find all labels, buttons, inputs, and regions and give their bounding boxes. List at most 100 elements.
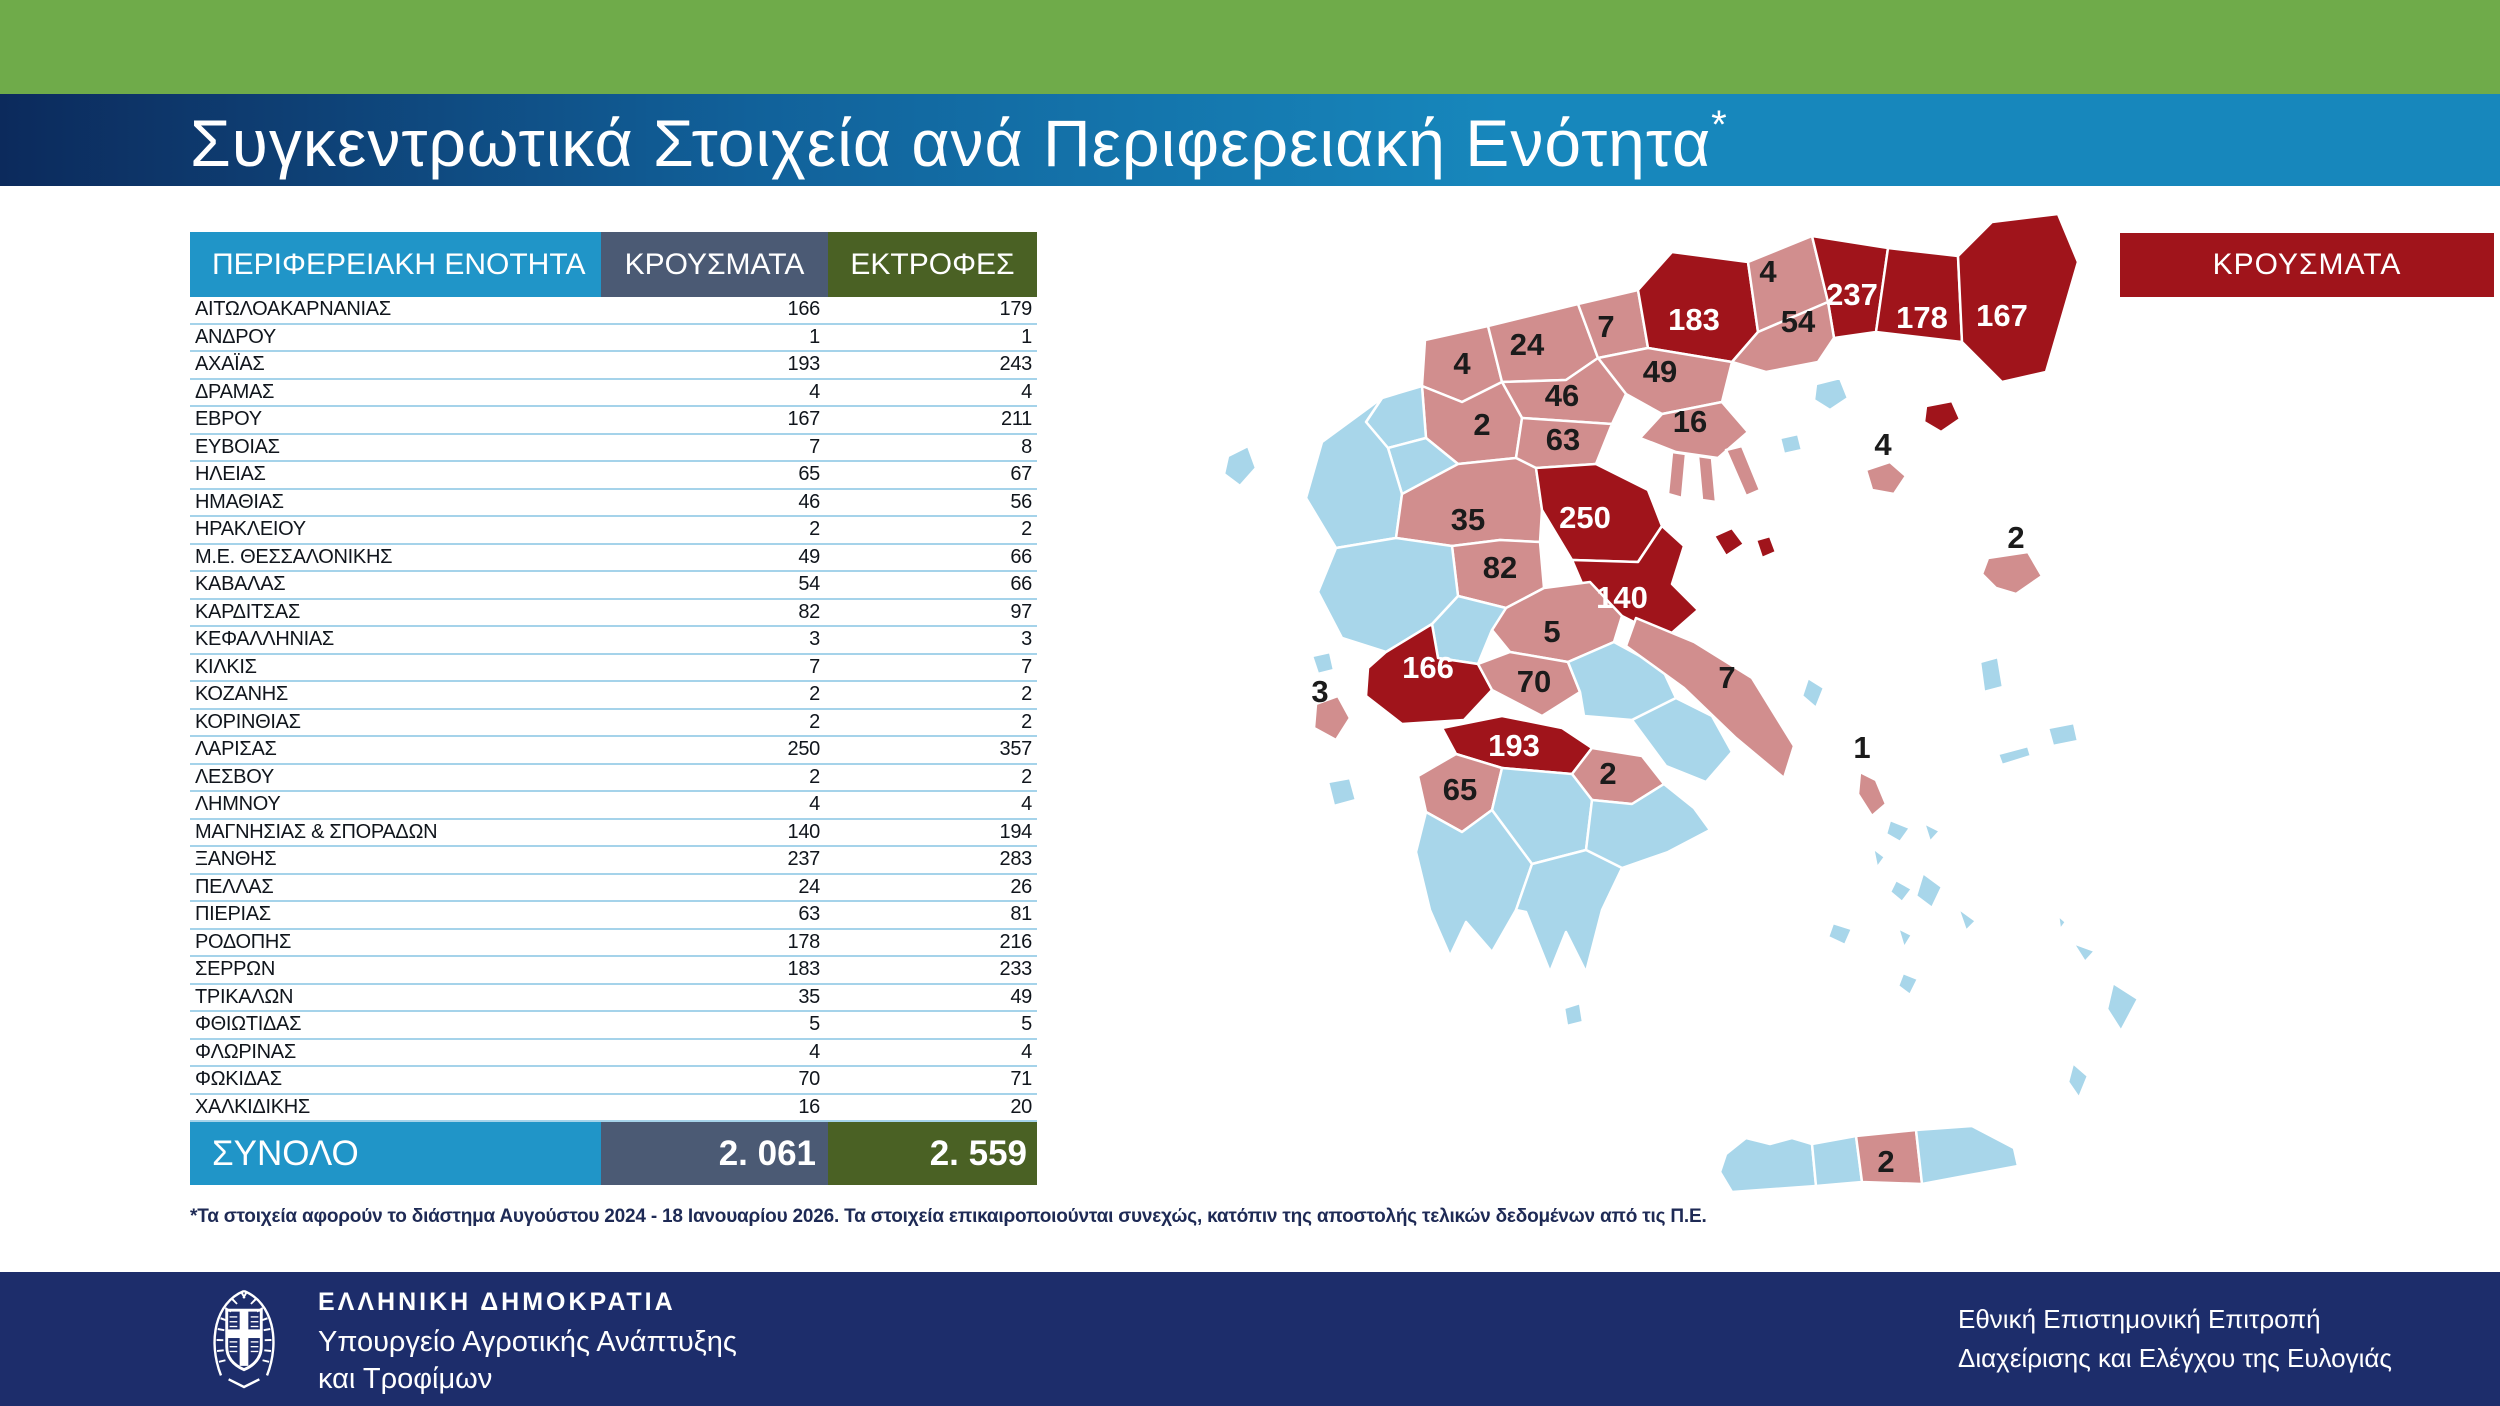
table-row: ΑΧΑΪΑΣ 193 243 (190, 352, 1037, 380)
map-value-kavalas: 54 (1781, 304, 1816, 339)
island-syros (1871, 846, 1887, 870)
table-total-row: ΣΥΝΟΛΟ 2. 061 2. 559 (190, 1122, 1037, 1185)
map-value-lesvou: 2 (2007, 520, 2024, 555)
table-body: ΑΙΤΩΛΟΑΚΑΡΝΑΝΙΑΣ 166 179 ΑΝΔΡΟΥ 1 1 ΑΧΑΪΑΣ 193 2… (190, 297, 1037, 1122)
farms-value-cell: 1 (1021, 325, 1032, 348)
map-value-ileias: 65 (1443, 772, 1477, 807)
cases-value-cell: 5 (809, 1013, 820, 1036)
farms-value-cell: 8 (1021, 435, 1032, 458)
table-row: ΚΑΒΑΛΑΣ 54 66 (190, 572, 1037, 600)
map-value-limnou: 4 (1874, 427, 1892, 462)
ministry-name-line2: και Τροφίμων (318, 1363, 493, 1395)
map-legend-cases: ΚΡΟΥΣΜΑΤΑ (2120, 233, 2494, 297)
farms-value-cell: 66 (1010, 573, 1032, 596)
map-value-pellas: 24 (1510, 327, 1545, 362)
island-zakynthos (1326, 776, 1358, 808)
region-name-cell: ΤΡΙΚΑΛΩΝ (195, 985, 294, 1008)
map-value-fokidas: 70 (1517, 664, 1551, 699)
map-value-korinthias: 2 (1599, 756, 1616, 791)
region-name-cell: ΦΘΙΩΤΙΔΑΣ (195, 1013, 302, 1036)
map-value-evias: 7 (1718, 660, 1735, 695)
total-label: ΣΥΝΟΛΟ (190, 1122, 601, 1185)
column-header-regional-unit: ΠΕΡΙΦΕΡΕΙΑΚΗ ΕΝΟΤΗΤΑ (190, 232, 601, 297)
lake-volvi (1778, 432, 1804, 456)
cases-value-cell: 4 (809, 380, 820, 403)
map-value-pierias: 63 (1546, 422, 1580, 457)
table-row: ΣΕΡΡΩΝ 183 233 (190, 957, 1037, 985)
island-skyros (1800, 676, 1826, 710)
cases-value-cell: 70 (798, 1068, 820, 1091)
page-title-asterisk: * (1711, 102, 1728, 147)
table-row: ΕΒΡΟΥ 167 211 (190, 407, 1037, 435)
cases-value-cell: 2 (809, 683, 820, 706)
cases-value-cell: 63 (798, 903, 820, 926)
region-name-cell: ΛΑΡΙΣΑΣ (195, 738, 277, 761)
farms-value-cell: 2 (1021, 710, 1032, 733)
region-name-cell: ΜΑΓΝΗΣΙΑΣ & ΣΠΟΡΑΔΩΝ (195, 820, 438, 843)
island-kythira (1562, 1001, 1585, 1028)
region-name-cell: ΠΕΛΛΑΣ (195, 875, 274, 898)
table-row: ΧΑΛΚΙΔΙΚΗΣ 16 20 (190, 1095, 1037, 1122)
table-row: ΞΑΝΘΗΣ 237 283 (190, 847, 1037, 875)
map-value-karditsas: 82 (1483, 550, 1517, 585)
table-row: ΡΟΔΟΠΗΣ 178 216 (190, 930, 1037, 957)
map-value-thessalonikis: 49 (1643, 354, 1677, 389)
column-header-cases: ΚΡΟΥΣΜΑΤΑ (601, 232, 828, 297)
table-row: ΚΕΦΑΛΛΗΝΙΑΣ 3 3 (190, 627, 1037, 655)
top-green-bar (0, 0, 2500, 94)
cases-value-cell: 3 (809, 628, 820, 651)
farms-value-cell: 233 (999, 958, 1033, 981)
committee-identity: Εθνική Επιστημονική Επιτροπή Διαχείρισης… (1958, 1304, 2392, 1382)
committee-line1: Εθνική Επιστημονική Επιτροπή (1958, 1304, 2321, 1334)
table-row: ΚΟΖΑΝΗΣ 2 2 (190, 682, 1037, 710)
island-thasos (1812, 376, 1850, 412)
region-chalkidikis-peninsula-3 (1724, 444, 1762, 498)
cases-value-cell: 49 (798, 545, 820, 568)
cases-value-cell: 2 (809, 710, 820, 733)
map-value-kozanis: 2 (1473, 407, 1490, 442)
region-name-cell: ΦΩΚΙΔΑΣ (195, 1068, 282, 1091)
region-name-cell: ΚΟΖΑΝΗΣ (195, 683, 288, 706)
table-row: ΑΝΔΡΟΥ 1 1 (190, 325, 1037, 352)
island-ios (1896, 926, 1914, 950)
cases-value-cell: 178 (787, 930, 821, 953)
cases-value-cell: 16 (798, 1095, 820, 1118)
region-name-cell: ΔΡΑΜΑΣ (195, 380, 275, 403)
map-value-aitoloakarnanias: 166 (1402, 650, 1454, 685)
map-value-kefallinias: 3 (1311, 674, 1328, 709)
region-chalkidikis-peninsula-1 (1666, 450, 1688, 500)
cases-value-cell: 4 (809, 1040, 820, 1063)
cases-value-cell: 46 (798, 490, 820, 513)
island-lefkada (1310, 650, 1336, 676)
farms-value-cell: 67 (1010, 463, 1032, 486)
total-cases-value: 2. 061 (601, 1122, 828, 1185)
cases-value-cell: 193 (787, 353, 821, 376)
cases-value-cell: 183 (787, 958, 821, 981)
island-milos (1826, 921, 1854, 947)
region-name-cell: ΞΑΝΘΗΣ (195, 848, 277, 871)
map-value-achaias: 193 (1488, 728, 1540, 763)
map-value-serron: 183 (1668, 302, 1720, 337)
farms-value-cell: 357 (999, 738, 1033, 761)
ministry-name-line1: Υπουργείο Αγροτικής Ανάπτυξης (318, 1326, 737, 1358)
page-title: Συγκεντρωτικά Στοιχεία ανά Περιφερειακή … (190, 105, 1728, 176)
farms-value-cell: 81 (1010, 903, 1032, 926)
island-amorgos (1956, 906, 1978, 933)
cases-value-cell: 167 (787, 408, 821, 431)
region-name-cell: Μ.Ε. ΘΕΣΣΑΛΟΝΙΚΗΣ (195, 545, 393, 568)
table-row: ΤΡΙΚΑΛΩΝ 35 49 (190, 985, 1037, 1012)
table-row: ΠΙΕΡΙΑΣ 63 81 (190, 902, 1037, 930)
farms-value-cell: 3 (1021, 628, 1032, 651)
table-row: ΗΛΕΙΑΣ 65 67 (190, 462, 1037, 490)
table-row: ΛΗΜΝΟΥ 4 4 (190, 792, 1037, 820)
farms-value-cell: 7 (1021, 655, 1032, 678)
page-title-text: Συγκεντρωτικά Στοιχεία ανά Περιφερειακή … (190, 105, 1712, 180)
region-name-cell: ΚΟΡΙΝΘΙΑΣ (195, 710, 301, 733)
farms-value-cell: 179 (999, 298, 1033, 321)
table-row: ΕΥΒΟΙΑΣ 7 8 (190, 435, 1037, 462)
farms-value-cell: 2 (1021, 765, 1032, 788)
farms-value-cell: 4 (1021, 1040, 1032, 1063)
title-bar: Συγκεντρωτικά Στοιχεία ανά Περιφερειακή … (0, 94, 2500, 186)
